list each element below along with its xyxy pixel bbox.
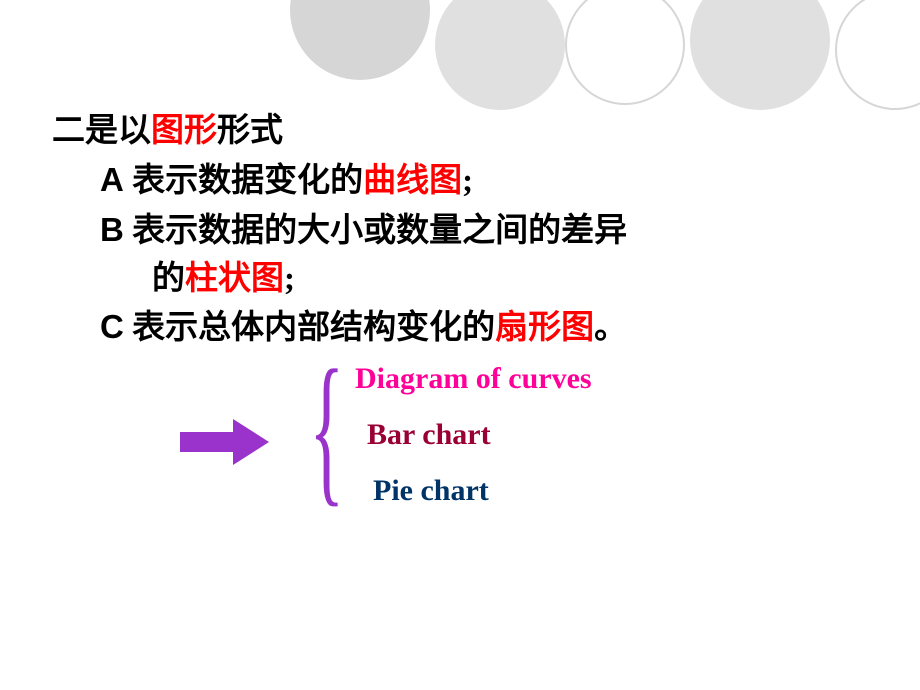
bg-circle-5 — [835, 0, 920, 110]
item-b-line2: 的柱状图; — [52, 256, 627, 304]
item-a-letter: A — [100, 161, 124, 198]
chart-types-group: { Diagram of curves Bar chart Pie chart — [180, 362, 880, 562]
item-b-hl: 柱状图 — [185, 261, 284, 297]
item-a-pre: 表示数据变化的 — [124, 163, 363, 199]
chart-curves-label: Diagram of curves — [355, 362, 592, 396]
item-b-post: ; — [284, 261, 295, 297]
arrow-head — [233, 419, 269, 465]
item-c-letter: C — [100, 308, 124, 345]
arrow-icon — [180, 422, 270, 462]
item-a: A 表示数据变化的曲线图; — [52, 156, 627, 206]
bg-circle-3 — [565, 0, 685, 105]
bg-circle-4 — [690, 0, 830, 110]
chart-bar-label: Bar chart — [355, 418, 592, 452]
item-b-line1: B 表示数据的大小或数量之间的差异 — [52, 206, 627, 256]
item-b-line2-pre: 的 — [152, 261, 185, 297]
heading-line: 二是以图形形式 — [52, 108, 627, 156]
brace-icon: { — [309, 346, 344, 513]
item-a-post: ; — [462, 163, 473, 199]
chart-pie-label: Pie chart — [355, 474, 592, 508]
heading-post: 形式 — [217, 113, 283, 149]
main-content: 二是以图形形式 A 表示数据变化的曲线图; B 表示数据的大小或数量之间的差异 … — [52, 108, 627, 353]
arrow-body — [180, 432, 235, 452]
bg-circle-2 — [435, 0, 565, 110]
item-b-letter: B — [100, 211, 124, 248]
item-c-hl: 扇形图 — [495, 310, 594, 346]
item-a-hl: 曲线图 — [363, 163, 462, 199]
heading-highlight: 图形 — [151, 113, 217, 149]
bg-circle-1 — [290, 0, 430, 80]
item-b-pre: 表示数据的大小或数量之间的差异 — [124, 213, 627, 249]
heading-pre: 二是以 — [52, 113, 151, 149]
item-c-post: 。 — [594, 310, 627, 346]
chart-list: Diagram of curves Bar chart Pie chart — [355, 362, 592, 530]
